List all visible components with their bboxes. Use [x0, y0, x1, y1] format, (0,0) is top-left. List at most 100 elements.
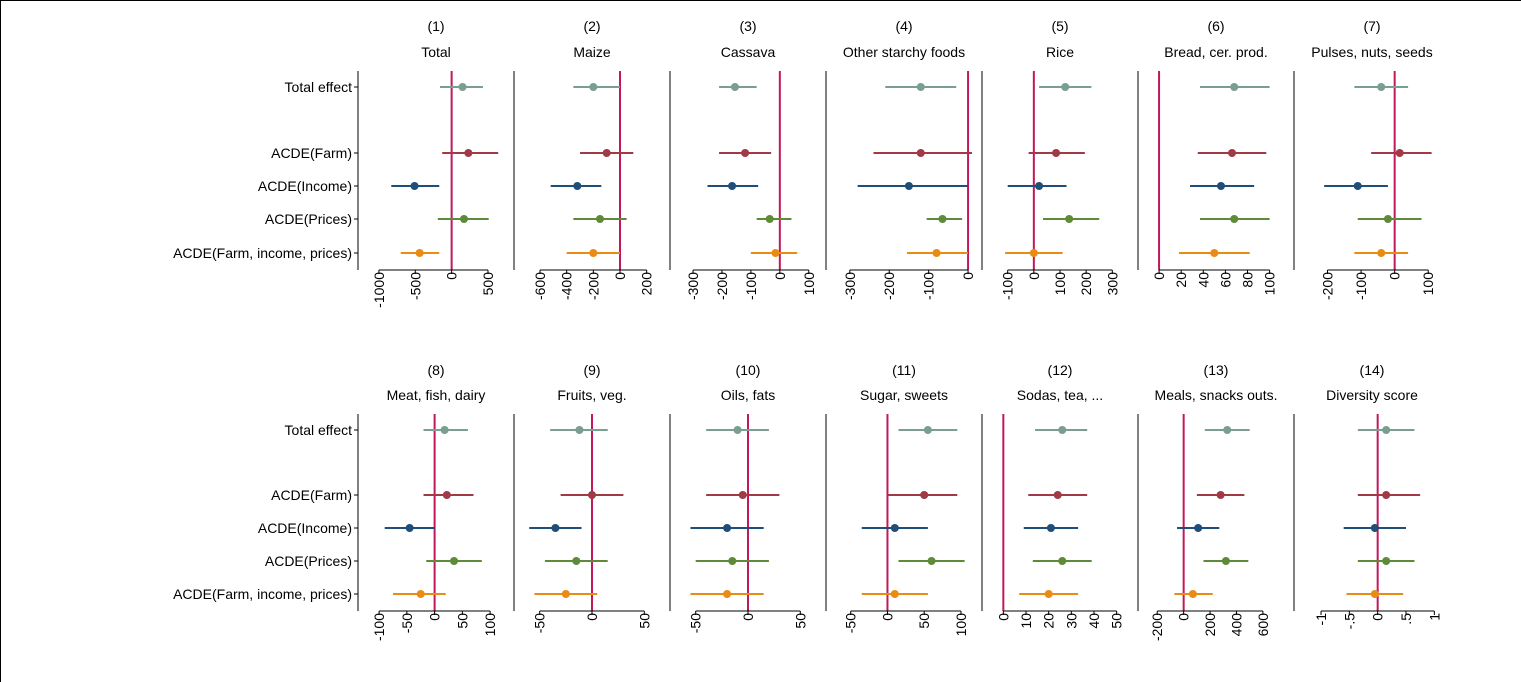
panel-6-point-acde-income: [1216, 182, 1225, 190]
panel-7-x-tick-label: -100: [1353, 272, 1369, 300]
panel-5-title: Rice: [1046, 44, 1074, 60]
panel-14-x-tick-label: .5: [1398, 613, 1414, 625]
panel-6-title: Bread, cer. prod.: [1164, 44, 1268, 60]
panel-11: (11) Sugar, sweets -50 0 50 100: [825, 362, 969, 637]
panel-7-point-acde-farm: [1395, 149, 1404, 157]
panel-13-x-tick-label: -200: [1149, 613, 1165, 641]
panel-12-x-tick-label: 50: [1109, 613, 1125, 629]
panel-6-x-tick-label: 40: [1195, 272, 1211, 288]
panel-1-x-tick-label: 500: [480, 272, 496, 296]
panel-7-point-acde-prices: [1383, 215, 1392, 223]
panel-9-x-tick-label: 50: [636, 613, 652, 629]
panel-1-title: Total: [421, 44, 451, 60]
panel-14-point-acde-prices: [1382, 557, 1391, 565]
panel-13-point-acde-farm: [1216, 491, 1225, 499]
panel-2-point-acde-farm: [602, 149, 611, 157]
panel-10-number: (10): [736, 362, 761, 378]
panel-12-point-acde-farm-income-prices: [1044, 590, 1053, 598]
panel-3-x-tick-label: -300: [685, 272, 701, 300]
panel-6-point-acde-farm: [1228, 149, 1237, 157]
panel-1-point-acde-prices: [460, 215, 468, 223]
panel-5-point-acde-farm: [1052, 149, 1061, 157]
panel-7-x-tick-label: -200: [1320, 272, 1336, 300]
row-label-acde-farm: ACDE(Farm): [271, 145, 352, 161]
panel-14-point-acde-farm-income-prices: [1370, 590, 1379, 598]
panel-1-number: (1): [427, 18, 444, 34]
panel-12-x-tick-label: 10: [1018, 613, 1034, 629]
panel-4-point-acde-farm-income-prices: [932, 249, 941, 257]
panel-10-point-acde-farm: [738, 491, 747, 499]
panel-3-title: Cassava: [721, 44, 776, 60]
panel-8-point-acde-farm: [442, 491, 451, 499]
panel-5-point-total-effect: [1061, 83, 1070, 91]
panel-5: (5) Rice -100 0 100 200 300: [981, 18, 1120, 300]
panel-14-x-tick-label: -1: [1313, 613, 1329, 626]
panel-9-point-acde-farm: [588, 491, 596, 499]
panel-13-point-acde-farm-income-prices: [1188, 590, 1197, 598]
panel-9-point-total-effect: [575, 426, 584, 434]
panel-3-x-tick-label: -100: [743, 272, 759, 300]
panel-1: (1) Total -1000 -500 0 500: [357, 18, 499, 308]
panel-12-x-tick-label: 20: [1041, 613, 1057, 629]
panel-6: (6) Bread, cer. prod. 0 20 40 60 80 100: [1137, 18, 1278, 295]
panel-7-point-acde-farm-income-prices: [1377, 249, 1386, 257]
panel-14-x-tick-label: -.5: [1341, 613, 1357, 630]
panel-3-point-acde-income: [728, 182, 737, 190]
panel-2-x-tick-label: 0: [612, 272, 628, 280]
panel-7-x-tick-label: 100: [1420, 272, 1436, 296]
panel-11-point-total-effect: [923, 426, 932, 434]
panel-4-x-tick-label: -100: [921, 272, 937, 300]
panel-14-title: Diversity score: [1326, 387, 1418, 403]
panel-5-x-tick-label: 200: [1078, 272, 1094, 296]
panel-1-point-total-effect: [458, 83, 467, 91]
panel-8-point-acde-farm-income-prices: [416, 590, 425, 598]
panel-9-point-acde-farm-income-prices: [561, 590, 570, 598]
panel-6-number: (6): [1207, 18, 1224, 34]
panel-2: (2) Maize -600 -400 -200 0 200: [513, 18, 655, 300]
panel-6-point-acde-farm-income-prices: [1210, 249, 1219, 257]
panel-12-point-acde-prices: [1058, 557, 1067, 565]
panel-1-x-tick-label: -1000: [371, 272, 387, 308]
panel-11-point-acde-income: [890, 524, 899, 532]
panel-5-point-acde-prices: [1065, 215, 1074, 223]
panel-5-x-tick-label: 0: [1026, 272, 1042, 280]
panel-7-point-total-effect: [1377, 83, 1386, 91]
panel-4-number: (4): [895, 18, 912, 34]
panel-12-x-tick-label: 0: [995, 613, 1011, 621]
panel-2-point-acde-prices: [596, 215, 604, 223]
panel-14-number: (14): [1360, 362, 1385, 378]
row-label-acde-income: ACDE(Income): [258, 178, 352, 194]
panel-8-point-acde-prices: [450, 557, 459, 565]
panel-14-x-tick-label: 1: [1426, 613, 1442, 621]
panel-14-point-acde-income: [1370, 524, 1379, 532]
panel-11-x-tick-label: 0: [879, 613, 895, 621]
row-label-acde-prices: ACDE(Prices): [265, 211, 352, 227]
panel-3-point-acde-farm: [741, 149, 750, 157]
panel-9-title: Fruits, veg.: [557, 387, 626, 403]
panel-4-point-acde-farm: [916, 149, 925, 157]
panel-12-x-tick-label: 40: [1086, 613, 1102, 629]
panel-8-x-tick-label: 50: [454, 613, 470, 629]
panel-6-x-tick-label: 0: [1151, 272, 1167, 280]
panel-13-point-total-effect: [1223, 426, 1232, 434]
panel-10-title: Oils, fats: [721, 387, 775, 403]
panel-4-title: Other starchy foods: [843, 44, 965, 60]
panel-14: (14) Diversity score -1 -.5 0 .5 1: [1293, 362, 1442, 630]
panel-5-point-acde-income: [1035, 182, 1044, 190]
panel-3-number: (3): [739, 18, 756, 34]
panel-8-point-acde-income: [405, 524, 414, 532]
panel-4-x-tick-label: -300: [842, 272, 858, 300]
panel-2-x-tick-label: -600: [532, 272, 548, 300]
panel-13-x-tick-label: 0: [1176, 613, 1192, 621]
panel-4-point-acde-prices: [938, 215, 947, 223]
panel-8-number: (8): [427, 362, 444, 378]
panel-2-point-acde-income: [573, 182, 582, 190]
panel-2-title: Maize: [573, 44, 611, 60]
panel-3-x-tick-label: -200: [714, 272, 730, 300]
panel-5-x-tick-label: 300: [1104, 272, 1120, 296]
panel-10-point-acde-farm-income-prices: [723, 590, 732, 598]
panel-11-x-tick-label: 100: [953, 613, 969, 637]
panel-5-x-tick-label: -100: [1000, 272, 1016, 300]
